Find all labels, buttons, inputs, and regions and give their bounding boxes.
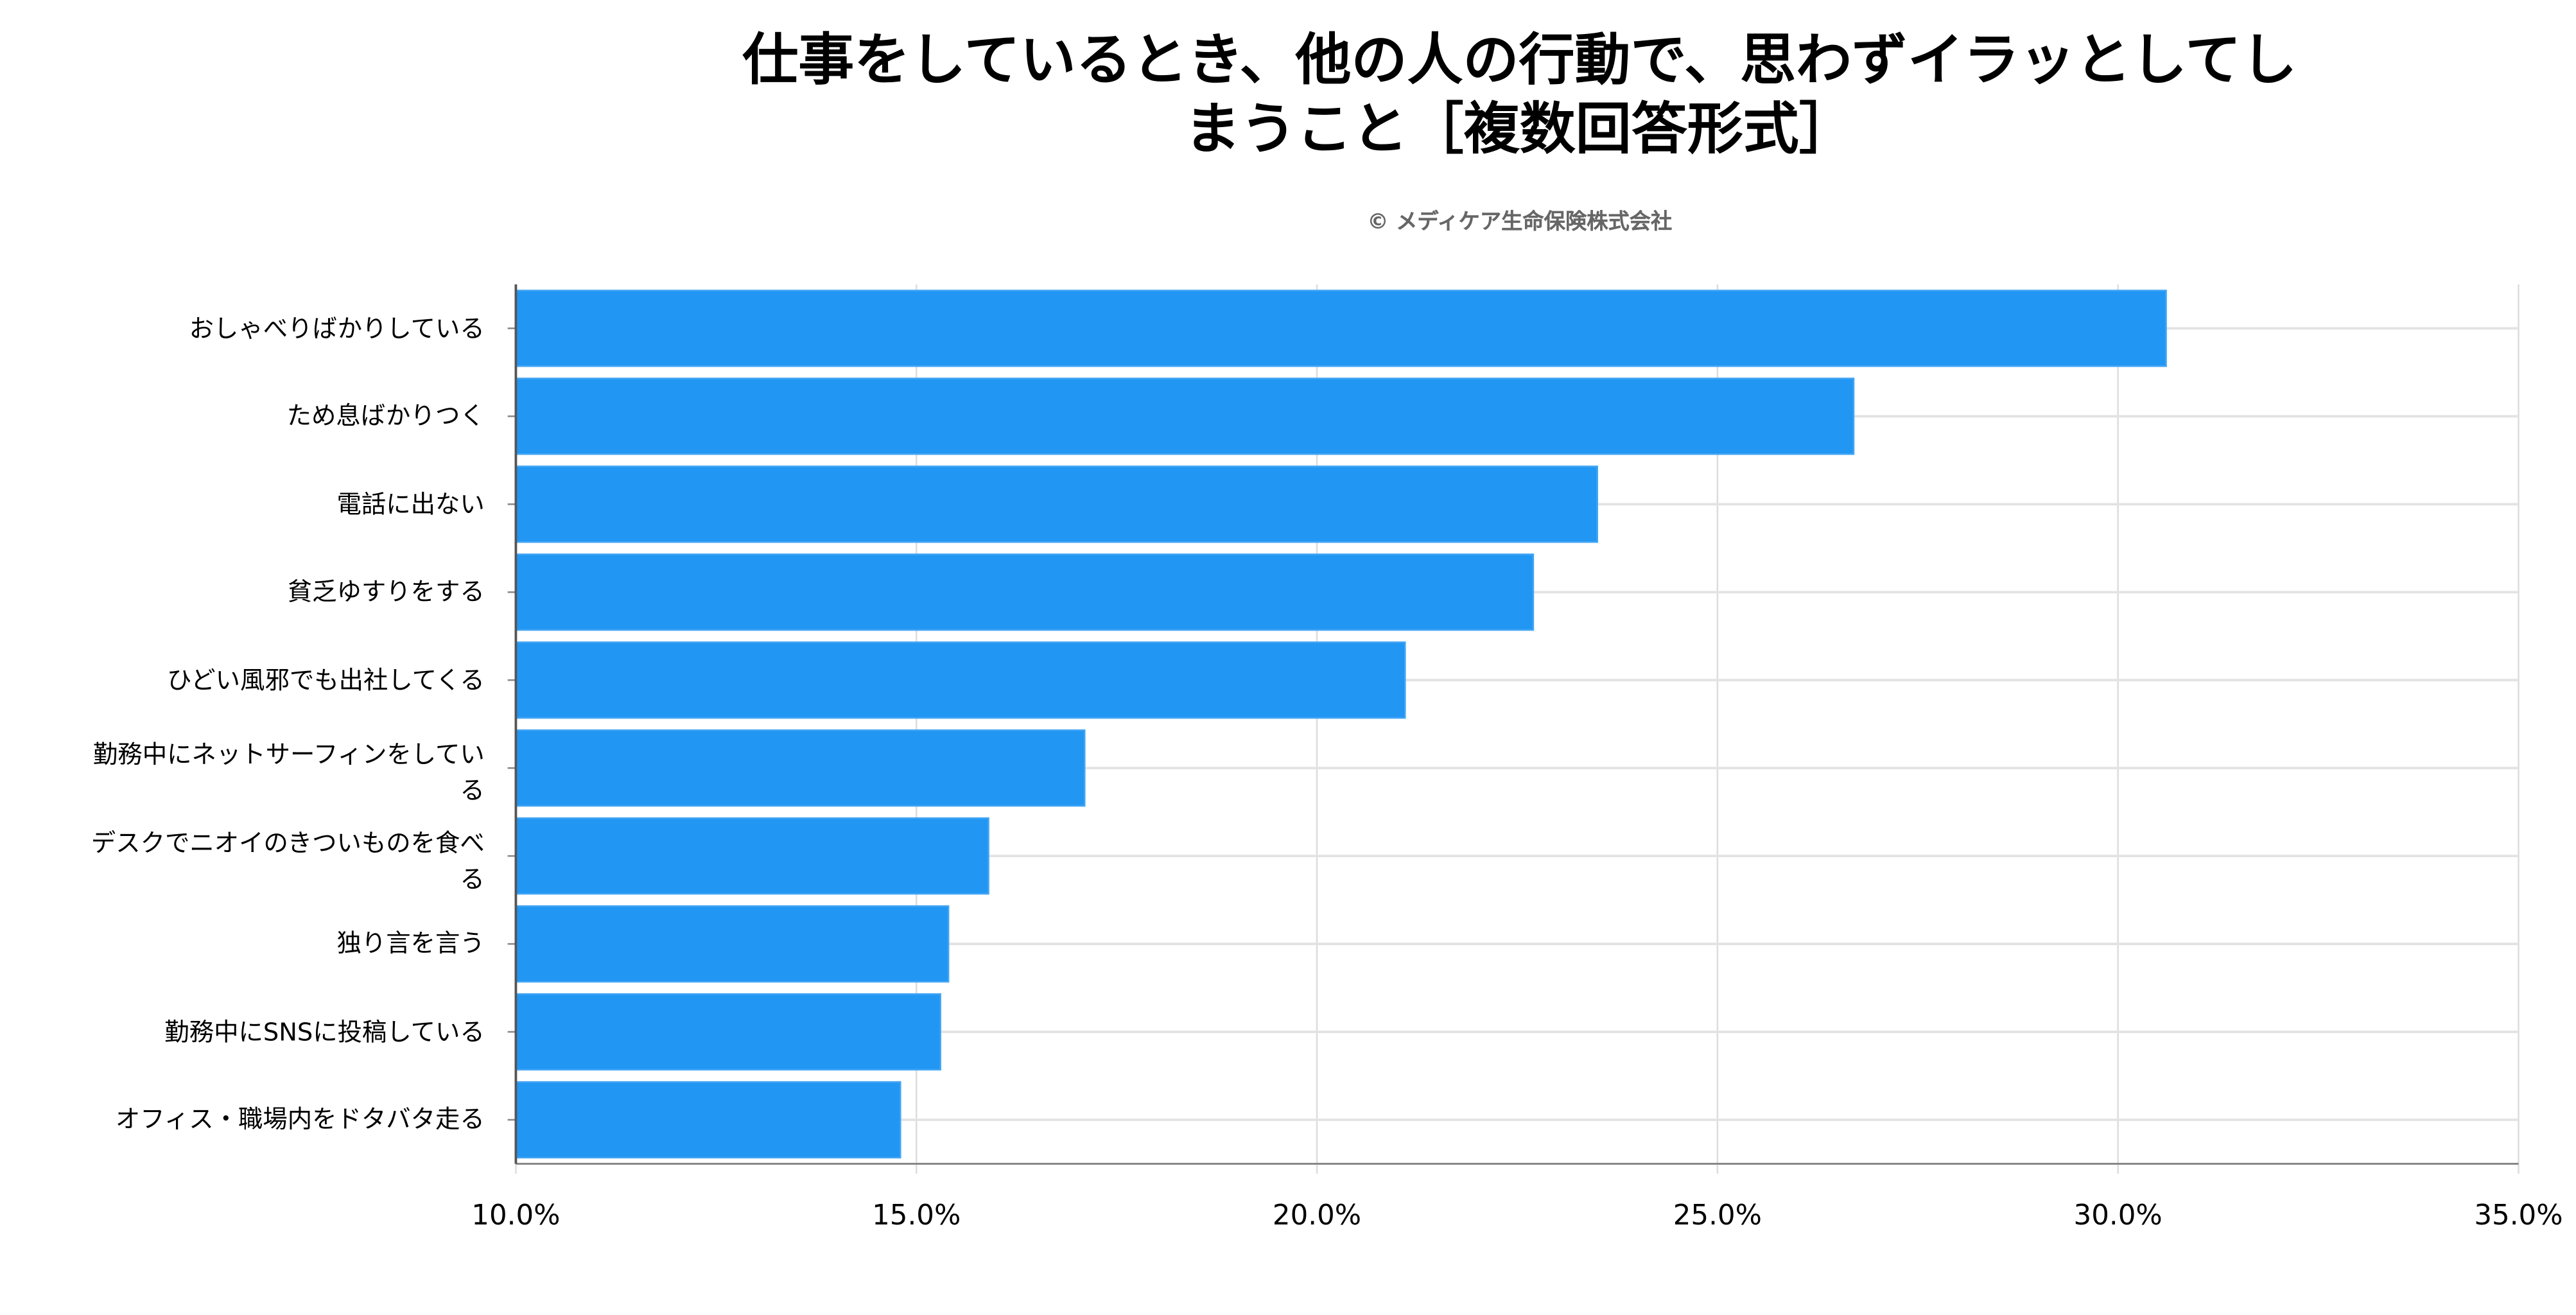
x-tick-label: 35.0% (2474, 1199, 2563, 1233)
bar (515, 641, 1406, 719)
chart-subtitle: © メディケア生命保険株式会社 (1367, 210, 1673, 236)
x-tick-label: 15.0% (872, 1199, 961, 1233)
bar (515, 1081, 901, 1159)
bar (515, 729, 1086, 807)
bar (515, 993, 941, 1071)
category-label: 独り言を言う (336, 929, 485, 959)
chart-title-line-1: 仕事をしているとき、他の人の行動で、思わずイラッとしてし (742, 28, 2297, 94)
bar (515, 905, 950, 983)
bar (515, 466, 1599, 543)
bar (515, 817, 989, 895)
chart-title-line-2: まうこと［複数回答形式］ (1184, 97, 1855, 163)
bar (515, 553, 1535, 631)
category-label: 勤務中にネットサーフィンをしている (92, 740, 485, 806)
category-label: ため息ばかりつく (286, 401, 485, 431)
x-tick-label: 30.0% (2073, 1199, 2163, 1233)
category-label: 貧乏ゆすりをする (287, 577, 485, 607)
category-label: 電話に出ない (336, 489, 485, 519)
x-tick-label: 10.0% (471, 1199, 561, 1233)
x-tick-label: 25.0% (1673, 1199, 1762, 1233)
category-label: ひどい風邪でも出社してくる (167, 665, 485, 695)
category-label: オフィス・職場内をドタバタ走る (115, 1104, 485, 1135)
category-label: デスクでニオイのきついものを食べる (91, 828, 485, 894)
bar (515, 378, 1855, 455)
category-label: 勤務中にSNSに投稿している (164, 1017, 485, 1047)
bar (515, 290, 2167, 367)
chart-title: 仕事をしているとき、他の人の行動で、思わずイラッとしてし まうこと［複数回答形式… (624, 26, 2415, 164)
category-label: おしゃべりばかりしている (189, 313, 485, 344)
x-tick-label: 20.0% (1272, 1199, 1362, 1233)
